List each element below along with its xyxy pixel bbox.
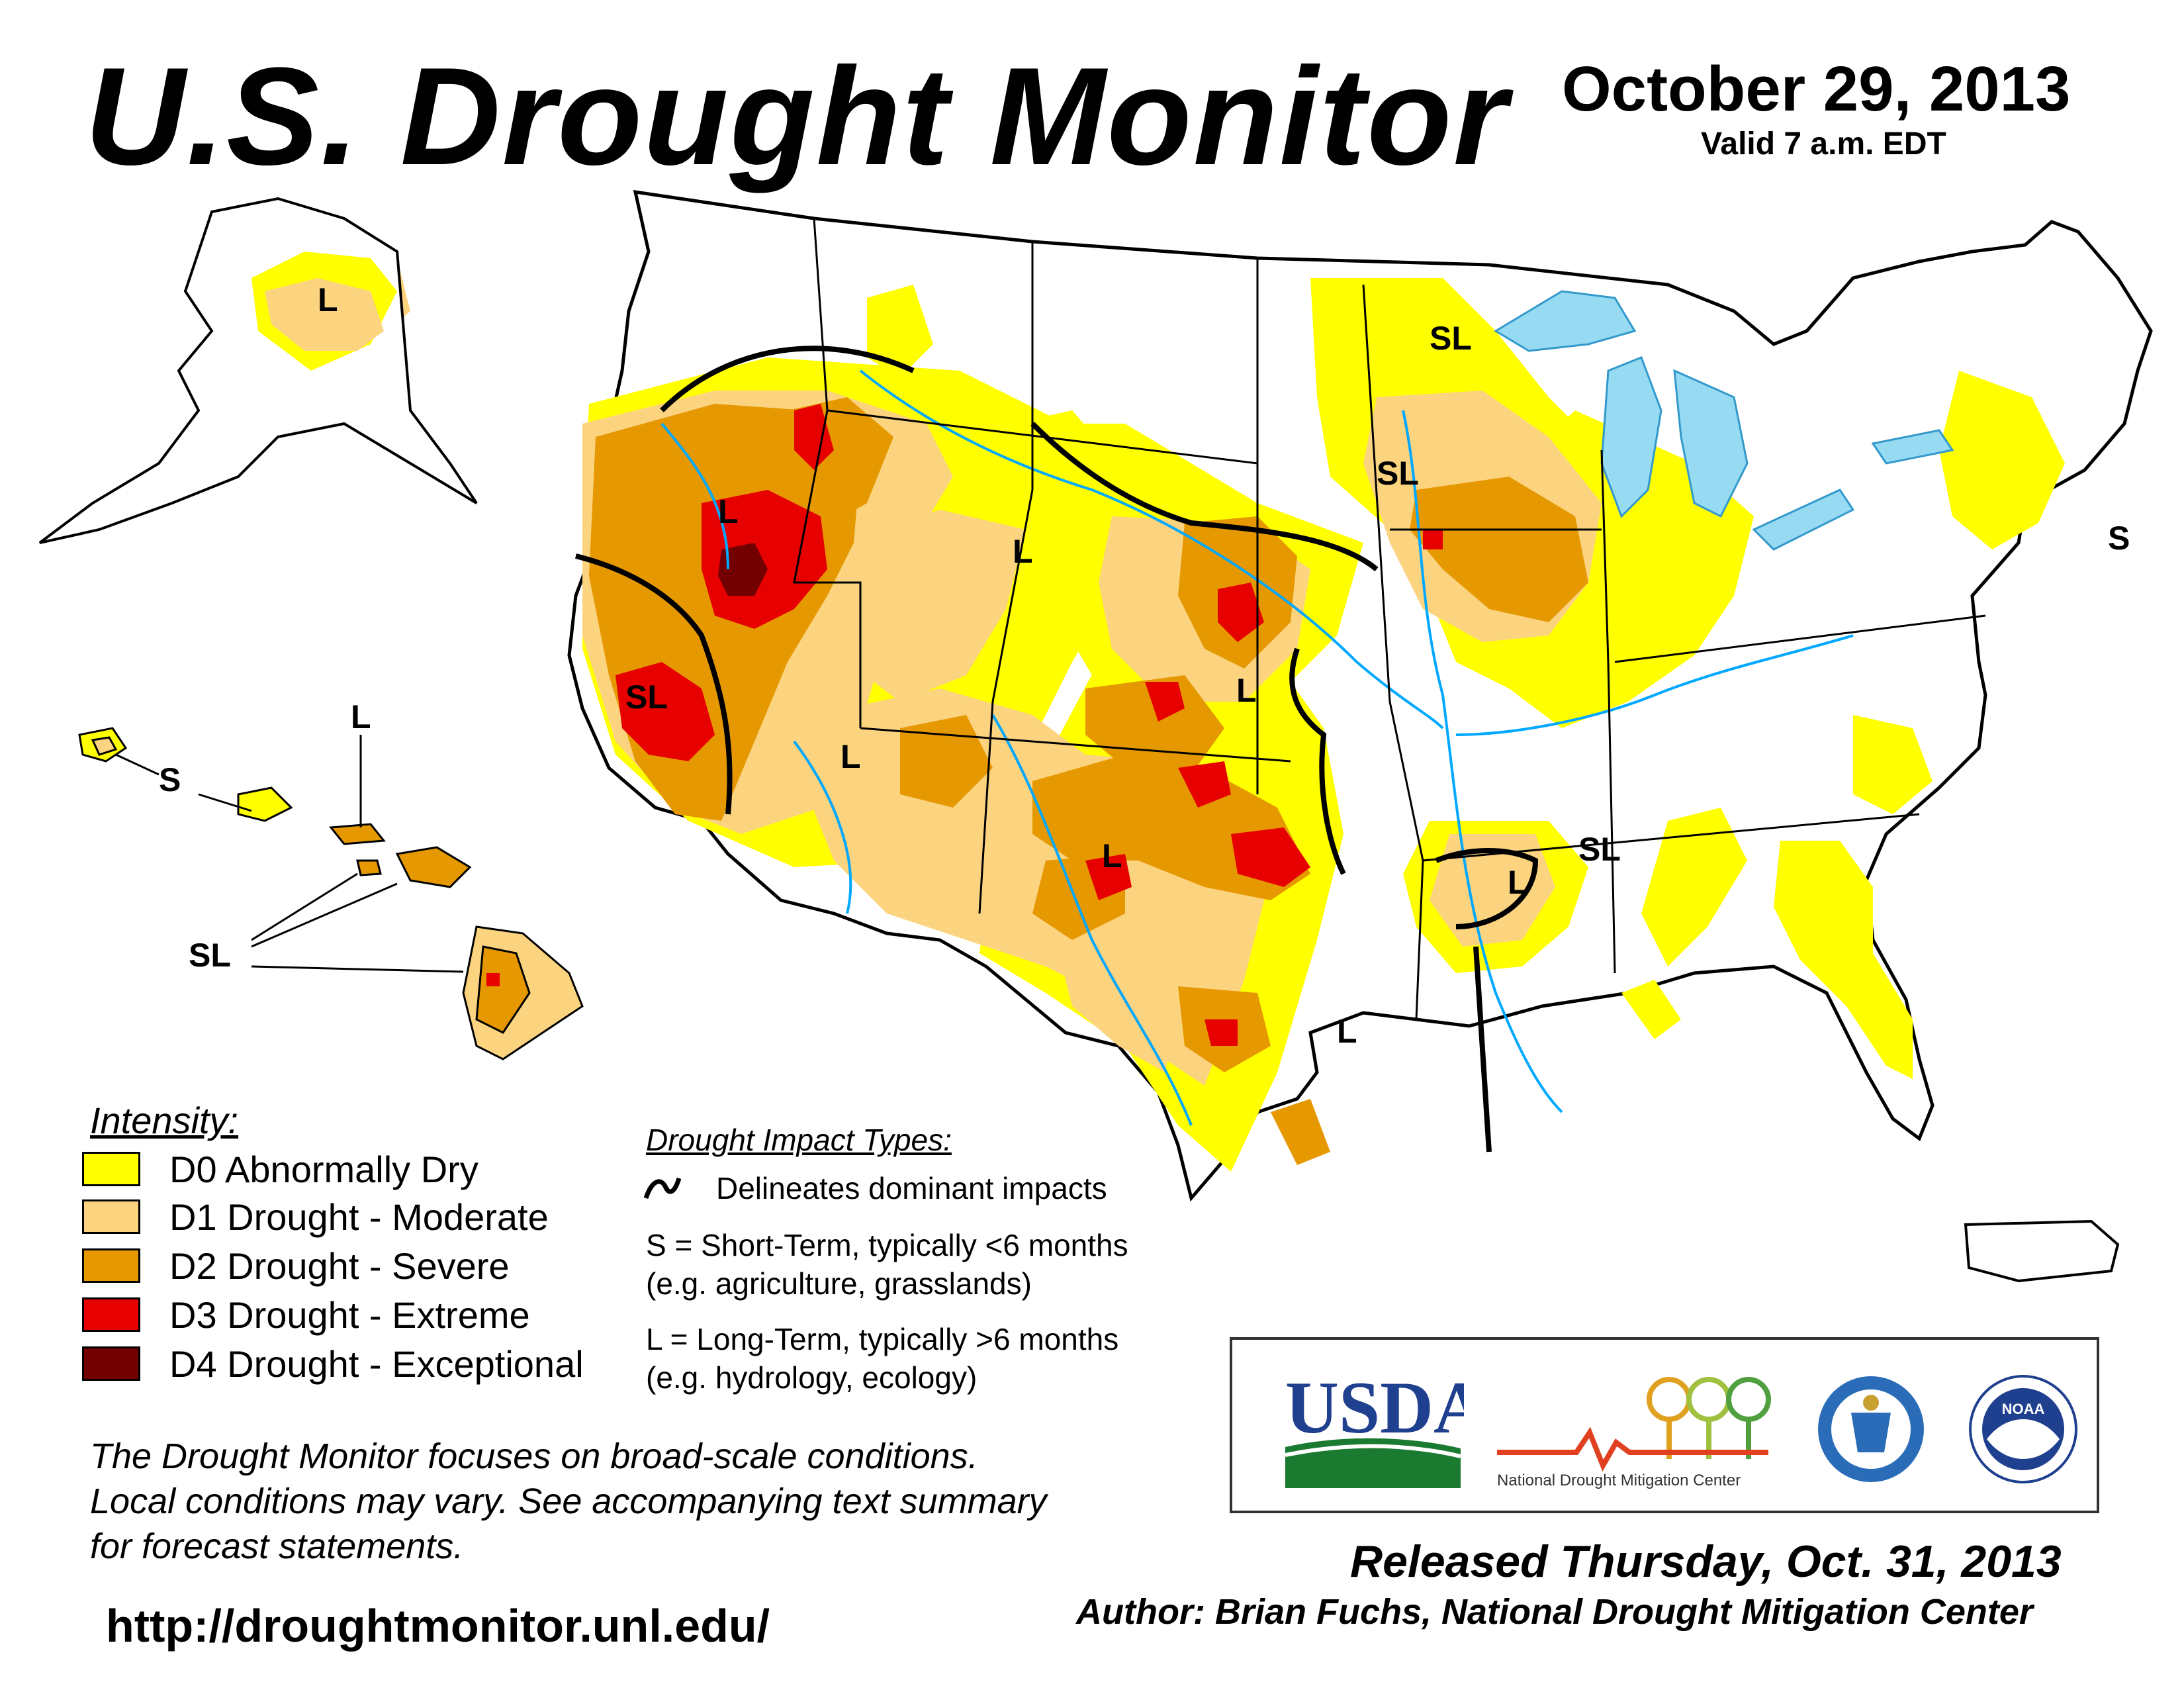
impact-long-term-text: L = Long-Term, typically >6 months — [646, 1322, 1119, 1356]
impact-line-icon — [643, 1177, 682, 1199]
legend-label-d3: D3 Drought - Extreme — [169, 1293, 530, 1336]
legend-swatch-d1 — [82, 1199, 140, 1234]
d4-area — [718, 543, 768, 596]
disclaimer-line-3: for forecast statements. — [90, 1526, 464, 1566]
legend-label-d2: D2 Drought - Severe — [169, 1244, 510, 1287]
map-label-alaska: L — [318, 281, 338, 318]
map-label-northeast-s: S — [2108, 520, 2130, 557]
author-credit: Author: Brian Fuchs, National Drought Mi… — [1076, 1592, 2033, 1632]
website-url[interactable]: http://droughtmonitor.unl.edu/ — [106, 1600, 770, 1652]
map-impact-labels: L L S SL SL L L L L L L SL SL SL L S — [159, 281, 2130, 1050]
disclaimer: The Drought Monitor focuses on broad-sca… — [90, 1434, 1215, 1569]
legend-item-d0: D0 Abnormally Dry — [82, 1148, 478, 1190]
ndmc-logo-text: National Drought Mitigation Center — [1497, 1472, 1741, 1489]
legend-label-d4: D4 Drought - Exceptional — [169, 1342, 584, 1385]
legend-title: Intensity: — [90, 1100, 239, 1141]
usda-logo: USDA — [1285, 1369, 1464, 1488]
noaa-logo-text: NOAA — [2002, 1401, 2045, 1417]
legend-item-d2: D2 Drought - Severe — [82, 1244, 510, 1287]
map-label-arkansas-l: L — [1508, 864, 1528, 901]
rivers — [660, 369, 1854, 1126]
map-label-north-dakota-sl: SL — [1430, 320, 1472, 357]
disclaimer-line-1: The Drought Monitor focuses on broad-sca… — [90, 1436, 978, 1476]
commerce-seal-logo — [1818, 1376, 1924, 1482]
great-lakes — [1494, 290, 1954, 551]
legend-swatch-d4 — [82, 1346, 140, 1381]
hawaii-leader-lines — [115, 735, 464, 973]
impact-short-term-text: S = Short-Term, typically <6 months — [646, 1228, 1128, 1262]
map-label-minnesota-sl: SL — [1377, 455, 1419, 492]
map-label-west-coast-sl: SL — [625, 679, 668, 716]
hawaii-d3 — [486, 973, 500, 986]
legend-item-d4: D4 Drought - Exceptional — [82, 1342, 584, 1385]
legend-swatch-d0 — [82, 1152, 140, 1186]
map-date: October 29, 2013 — [1562, 54, 2071, 124]
legend-item-d3: D3 Drought - Extreme — [82, 1293, 530, 1336]
impact-delineates-text: Delineates dominant impacts — [716, 1171, 1107, 1205]
legend-label-d0: D0 Abnormally Dry — [169, 1148, 478, 1190]
puerto-rico — [1964, 1219, 2120, 1283]
map-label-hawaii-s: S — [159, 761, 181, 798]
partner-logos: USDA National Drought Mitigation Center … — [1230, 1337, 2099, 1513]
map-label-hawaii-l: L — [351, 698, 371, 735]
map-label-rockies-l: L — [1013, 533, 1033, 570]
map-label-hawaii-sl: SL — [189, 937, 231, 974]
map-label-plains-l: L — [1236, 672, 1257, 709]
alaska-d1 — [265, 278, 384, 351]
release-date: Released Thursday, Oct. 31, 2013 — [1350, 1536, 2062, 1587]
map-label-southwest-l: L — [841, 738, 861, 775]
hawaii-islands — [78, 727, 584, 1060]
map-label-great-basin-l: L — [718, 493, 739, 530]
impact-boundaries — [575, 346, 1539, 1152]
impact-short-term-examples: (e.g. agriculture, grasslands) — [646, 1266, 1032, 1301]
map-label-texas-l: L — [1337, 1013, 1357, 1050]
page-title: U.S. Drought Monitor — [85, 38, 1509, 194]
usda-logo-text: USDA — [1285, 1369, 1464, 1449]
alaska-land — [38, 197, 478, 544]
legend-swatch-d2 — [82, 1248, 140, 1283]
disclaimer-line-2: Local conditions may vary. See accompany… — [90, 1481, 1047, 1521]
ndmc-logo: National Drought Mitigation Center — [1497, 1377, 1771, 1489]
impact-types-title: Drought Impact Types: — [646, 1123, 952, 1157]
impact-long-term-examples: (e.g. hydrology, ecology) — [646, 1360, 978, 1395]
map-label-mid-south-sl: SL — [1578, 831, 1621, 868]
map-label-four-corners-l: L — [1102, 837, 1122, 874]
legend-item-d1: D1 Drought - Moderate — [82, 1196, 549, 1238]
valid-time: Valid 7 a.m. EDT — [1701, 126, 1946, 162]
noaa-logo: NOAA — [1969, 1375, 2077, 1483]
legend-label-d1: D1 Drought - Moderate — [169, 1196, 549, 1238]
legend-swatch-d3 — [82, 1297, 140, 1332]
